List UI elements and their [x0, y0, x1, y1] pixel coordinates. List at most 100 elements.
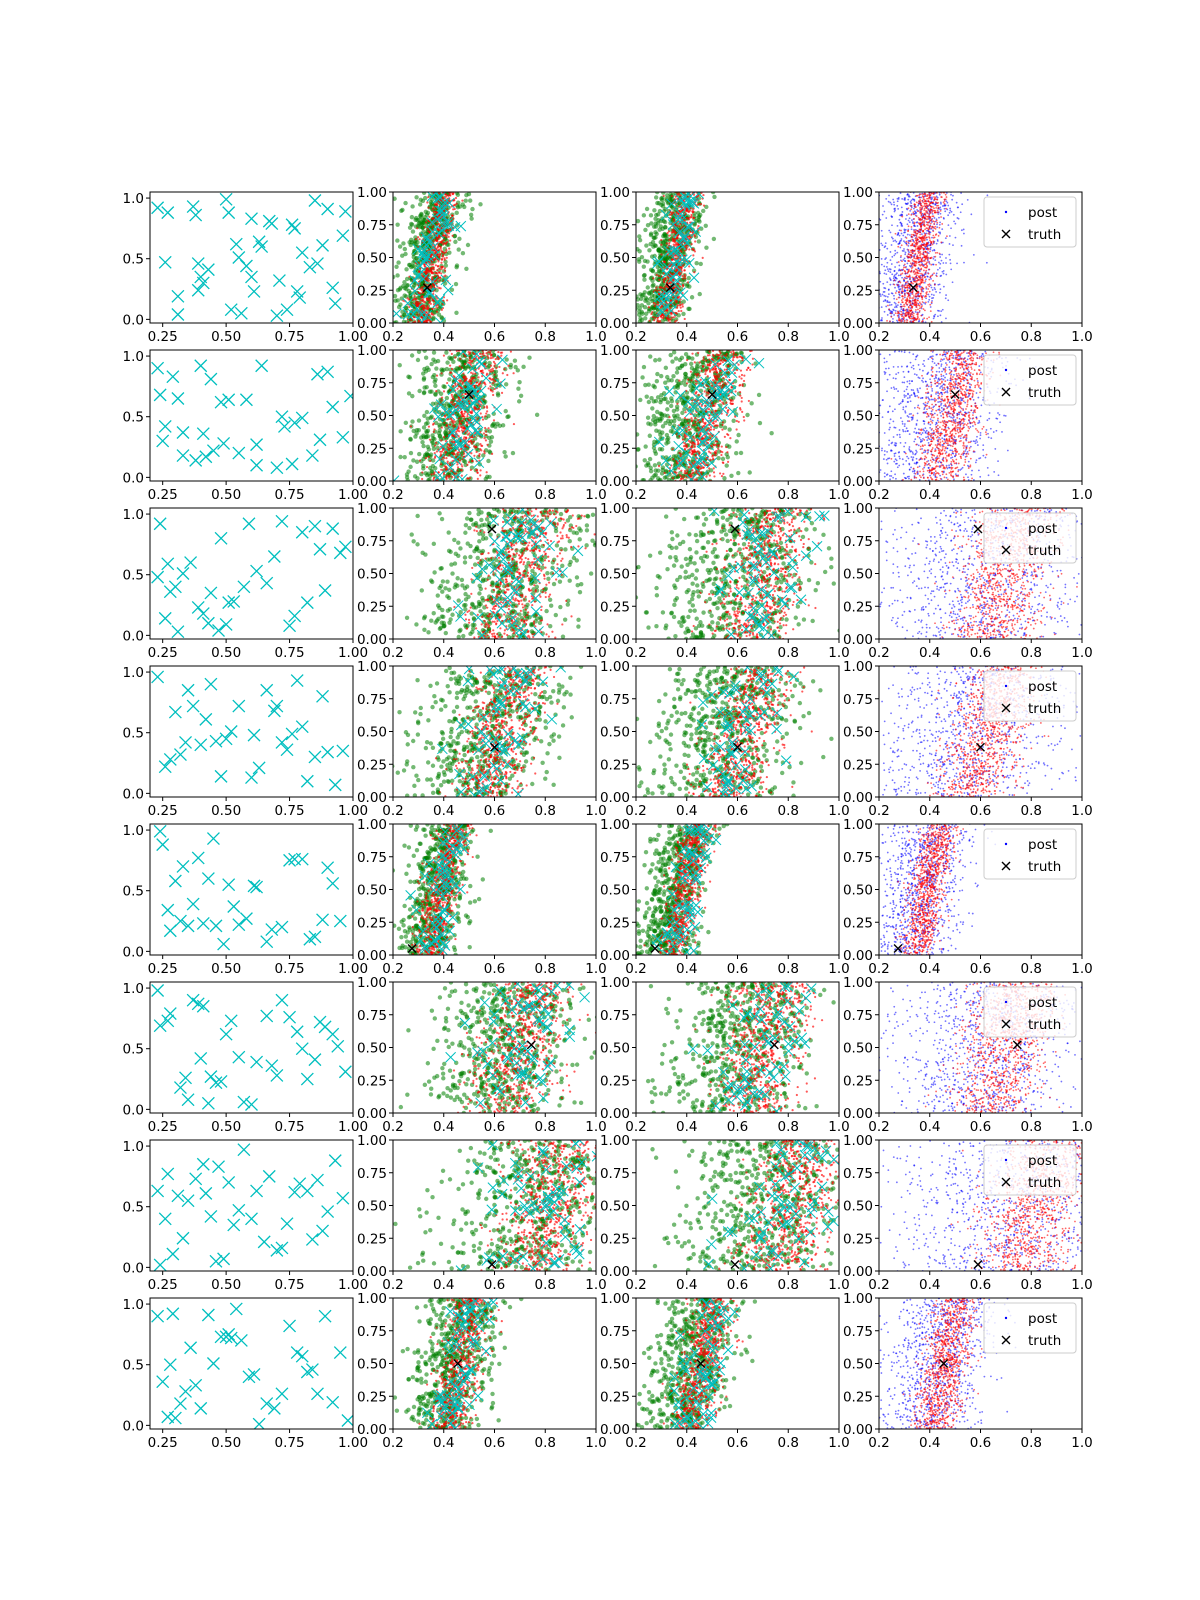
- post-sample: [954, 222, 957, 225]
- post-sample: [899, 240, 902, 242]
- red-sample: [905, 240, 908, 243]
- cyan-sample: [409, 275, 421, 286]
- red-sample: [928, 316, 930, 319]
- design-point: [186, 200, 200, 214]
- red-sample: [933, 227, 936, 229]
- post-sample: [893, 270, 896, 273]
- red-sample: [915, 309, 917, 311]
- red-sample: [915, 260, 918, 263]
- post-sample: [916, 208, 918, 211]
- post-sample: [894, 249, 897, 252]
- design-point: [305, 449, 319, 462]
- red-sample: [927, 205, 929, 207]
- red-sample: [907, 225, 910, 228]
- cyan-sample: [657, 290, 669, 302]
- green-sample: [654, 231, 659, 237]
- red-sample: [684, 277, 687, 280]
- red-sample: [440, 249, 443, 252]
- red-sample: [902, 305, 904, 308]
- red-sample: [660, 243, 663, 246]
- post-sample: [938, 267, 941, 269]
- post-sample: [917, 258, 920, 261]
- red-sample: [443, 209, 446, 213]
- post-sample: [923, 301, 925, 304]
- red-sample: [431, 266, 434, 269]
- red-sample: [678, 225, 681, 228]
- post-sample: [917, 302, 920, 305]
- post-sample: [906, 233, 909, 236]
- red-sample: [916, 295, 919, 297]
- red-sample: [924, 250, 927, 253]
- red-sample: [910, 213, 913, 216]
- red-sample: [433, 275, 437, 278]
- red-sample: [909, 313, 912, 316]
- green-sample: [503, 408, 508, 414]
- green-sample: [521, 364, 526, 370]
- post-sample: [915, 221, 918, 224]
- red-sample: [918, 318, 921, 321]
- green-sample: [433, 391, 438, 397]
- red-sample: [665, 268, 669, 271]
- legend-post-marker: [1004, 210, 1008, 214]
- design-point: [328, 297, 342, 311]
- x-tick-label: 0.4: [433, 329, 454, 345]
- design-point: [219, 192, 233, 206]
- red-sample: [660, 253, 663, 256]
- y-tick-label: 0.00: [843, 316, 873, 332]
- red-sample: [659, 315, 662, 318]
- cyan-sample: [420, 232, 432, 243]
- red-sample: [932, 206, 934, 208]
- red-sample: [911, 302, 914, 305]
- post-sample: [905, 214, 908, 217]
- red-sample: [915, 300, 917, 303]
- post-sample: [894, 209, 896, 212]
- post-sample: [863, 271, 865, 273]
- red-sample: [924, 200, 926, 203]
- design-point: [199, 450, 213, 464]
- design-point: [247, 285, 261, 298]
- cyan-sample: [668, 259, 680, 271]
- green-sample: [710, 192, 716, 195]
- red-sample: [907, 305, 910, 308]
- green-sample: [399, 208, 404, 214]
- red-sample: [431, 226, 434, 229]
- y-tick-label: 0.00: [357, 316, 387, 332]
- post-sample: [888, 301, 891, 304]
- red-sample: [693, 250, 697, 253]
- post-sample: [894, 252, 897, 255]
- green-sample: [401, 319, 407, 323]
- green-sample: [643, 311, 649, 317]
- red-sample: [908, 268, 910, 271]
- post-sample: [899, 310, 901, 313]
- green-sample: [442, 430, 448, 435]
- post-sample: [882, 205, 884, 207]
- green-sample: [407, 225, 413, 230]
- red-sample: [423, 270, 426, 274]
- y-tick-label: 0.5: [123, 252, 144, 268]
- post-sample: [877, 270, 879, 272]
- x-tick-label: 0.25: [148, 487, 178, 503]
- post-sample: [941, 205, 944, 207]
- post-sample: [897, 274, 900, 277]
- red-sample: [919, 231, 922, 234]
- axes-frame: [149, 349, 354, 482]
- green-sample: [444, 395, 450, 401]
- post-sample: [880, 229, 883, 232]
- green-sample: [646, 301, 651, 306]
- red-sample: [907, 311, 910, 314]
- red-sample: [425, 320, 428, 323]
- red-sample: [672, 239, 675, 242]
- red-sample: [675, 268, 679, 271]
- green-sample: [455, 192, 461, 197]
- red-sample: [920, 239, 923, 242]
- green-sample: [489, 435, 495, 440]
- post-sample: [868, 243, 870, 245]
- red-sample: [943, 200, 946, 203]
- green-sample: [431, 357, 436, 362]
- red-sample: [941, 223, 944, 225]
- red-sample: [928, 261, 931, 263]
- post-sample: [882, 300, 885, 303]
- red-sample: [672, 229, 675, 232]
- red-sample: [888, 308, 891, 311]
- red-sample: [442, 354, 446, 357]
